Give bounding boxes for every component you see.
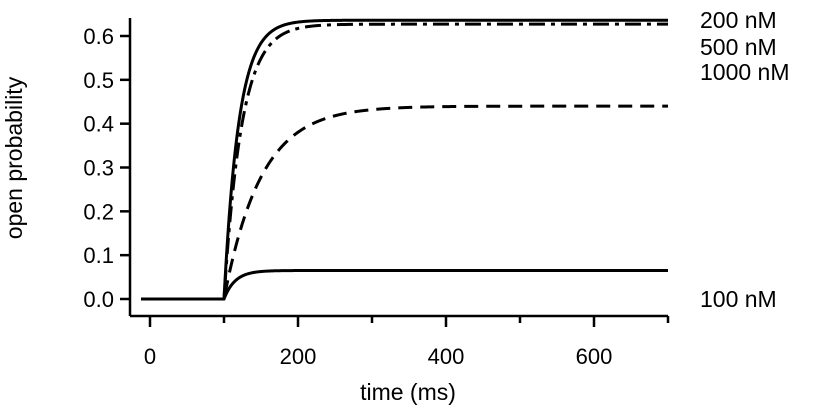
x-tick-label: 200 — [280, 344, 317, 369]
x-tick-label: 400 — [428, 344, 465, 369]
x-axis-label: time (ms) — [360, 379, 456, 405]
series-line-200-nm — [140, 18, 669, 301]
curve-label: 100 nM — [700, 286, 777, 312]
curve-label: 200 nM — [700, 7, 777, 33]
series-line-100-nm — [140, 269, 669, 301]
curve-label: 1000 nM — [700, 59, 790, 85]
y-tick-label: 0.5 — [83, 68, 114, 93]
x-axis: 0 200 400 600 — [130, 314, 670, 369]
x-tick-label: 600 — [576, 344, 613, 369]
series-line-1000-nm — [140, 104, 669, 301]
x-tick-label: 0 — [144, 344, 156, 369]
y-tick-label: 0.2 — [83, 199, 114, 224]
y-tick-label: 0.3 — [83, 156, 114, 181]
y-tick-label: 0.4 — [83, 112, 114, 137]
y-tick-label: 0.6 — [83, 24, 114, 49]
series-group — [140, 18, 669, 301]
series-line-500-nm — [140, 22, 669, 301]
y-axis-label: open probability — [1, 76, 27, 239]
curve-label: 500 nM — [700, 34, 777, 60]
y-axis: 0.0 0.1 0.2 0.3 0.4 0.5 0.6 — [83, 18, 132, 316]
y-tick-label: 0.0 — [83, 287, 114, 312]
y-tick-label: 0.1 — [83, 243, 114, 268]
